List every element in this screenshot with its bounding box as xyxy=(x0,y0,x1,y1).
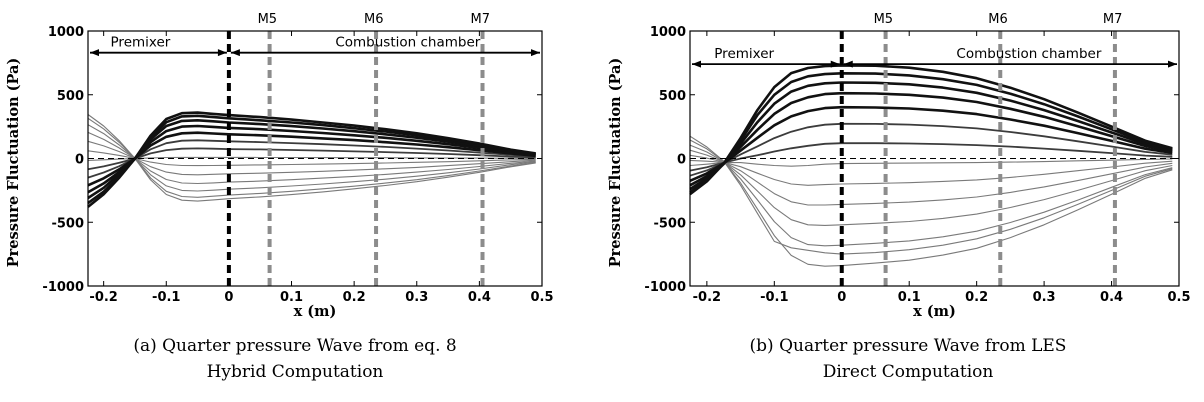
marker-label-a-m7: M7 xyxy=(471,12,491,27)
region-label-b-0: Premixer xyxy=(714,46,774,62)
curve-b-2 xyxy=(689,81,1173,191)
xtick-label-b-6: 0.4 xyxy=(1100,290,1123,305)
curve-b-3 xyxy=(689,91,1173,187)
arrowhead-left-icon xyxy=(843,60,853,68)
xtick-label-a-6: 0.4 xyxy=(468,290,491,305)
marker-label-b-m6: M6 xyxy=(988,12,1008,27)
region-arrow-a-0 xyxy=(90,49,227,57)
caption-b-line2: Direct Computation xyxy=(822,362,994,382)
region-arrow-a-1 xyxy=(230,49,540,57)
x-axis-label-b: x (m) xyxy=(913,303,956,320)
figure-a: M5 M6 M7 Premixer Combustion chamber 1000 500 0… xyxy=(0,0,590,402)
xtick-label-b-0: -0.2 xyxy=(693,290,721,305)
xtick-label-a-2: 0 xyxy=(224,290,233,305)
curve-a-13 xyxy=(87,114,536,202)
xtick-label-b-2: 0 xyxy=(837,290,846,305)
caption-b-line1: (b) Quarter pressure Wave from LES xyxy=(749,336,1067,356)
ytick-label-b-4: -1000 xyxy=(644,280,686,295)
caption-a-line1: (a) Quarter pressure Wave from eq. 8 xyxy=(133,336,457,356)
ytick-label-a-0: 1000 xyxy=(48,25,84,40)
curve-b-6 xyxy=(689,142,1173,172)
curve-b-12 xyxy=(689,139,1173,267)
arrowhead-left-icon xyxy=(230,49,240,57)
x-axis-label-a: x (m) xyxy=(294,303,337,320)
arrowhead-right-icon xyxy=(830,60,840,68)
xtick-label-a-3: 0.1 xyxy=(280,290,303,305)
arrowhead-left-icon xyxy=(692,60,701,68)
arrowhead-right-icon xyxy=(1168,60,1177,68)
ytick-label-b-2: 0 xyxy=(677,153,686,168)
curve-a-9 xyxy=(87,140,536,176)
xtick-label-a-1: -0.1 xyxy=(152,290,180,305)
y-axis-label-a: Pressure Fluctuation (Pa) xyxy=(5,58,22,267)
region-label-b-1: Combustion chamber xyxy=(956,46,1101,62)
xtick-label-b-7: 0.5 xyxy=(1167,290,1190,305)
y-axis-label-b: Pressure Fluctuation (Pa) xyxy=(607,58,624,267)
ytick-label-a-3: -500 xyxy=(51,216,84,231)
caption-a-line2: Hybrid Computation xyxy=(206,362,384,382)
xtick-label-b-3: 0.1 xyxy=(898,290,921,305)
arrowhead-right-icon xyxy=(531,49,540,57)
region-label-a-1: Combustion chamber xyxy=(335,35,480,51)
curve-a-8 xyxy=(87,150,536,167)
xtick-label-a-4: 0.2 xyxy=(343,290,366,305)
curve-b-13 xyxy=(689,135,1173,255)
caption-b: (b) Quarter pressure Wave from LES Direc… xyxy=(612,333,1204,385)
region-label-a-0: Premixer xyxy=(111,35,171,51)
xtick-label-b-1: -0.1 xyxy=(760,290,788,305)
chart-a: M5 M6 M7 Premixer Combustion chamber 1000 500 0… xyxy=(5,12,554,320)
curve-a-4 xyxy=(87,131,536,187)
chart-b: M5 M6 M7 Premixer Combustion chamber 1000 500 0… xyxy=(607,12,1191,320)
ytick-label-a-2: 0 xyxy=(75,153,84,168)
curve-b-5 xyxy=(689,122,1173,177)
marker-label-a-m5: M5 xyxy=(258,12,278,27)
figure-b: M5 M6 M7 Premixer Combustion chamber 1000 500 0… xyxy=(607,0,1204,402)
xtick-label-a-0: -0.2 xyxy=(89,290,117,305)
curve-b-8 xyxy=(689,159,1173,186)
ytick-label-b-1: 500 xyxy=(659,89,686,104)
ytick-label-a-1: 500 xyxy=(57,89,84,104)
ytick-label-b-0: 1000 xyxy=(650,25,686,40)
caption-a: (a) Quarter pressure Wave from eq. 8 Hyb… xyxy=(0,333,590,385)
region-arrow-b-0 xyxy=(692,60,840,68)
arrowhead-right-icon xyxy=(217,49,227,57)
region-arrow-b-1 xyxy=(843,60,1177,68)
curve-b-11 xyxy=(689,144,1173,247)
xtick-label-a-7: 0.5 xyxy=(530,290,553,305)
xtick-label-a-5: 0.3 xyxy=(405,290,428,305)
marker-label-b-m5: M5 xyxy=(874,12,894,27)
curve-b-9 xyxy=(689,154,1173,206)
marker-label-b-m7: M7 xyxy=(1103,12,1123,27)
curve-b-0 xyxy=(689,64,1173,196)
arrowhead-left-icon xyxy=(90,49,99,57)
marker-label-a-m6: M6 xyxy=(364,12,384,27)
curve-b-4 xyxy=(689,105,1173,182)
xtick-label-b-5: 0.3 xyxy=(1033,290,1056,305)
ytick-label-a-4: -1000 xyxy=(42,280,84,295)
xtick-label-b-4: 0.2 xyxy=(965,290,988,305)
ytick-label-b-3: -500 xyxy=(653,216,686,231)
curve-b-1 xyxy=(689,72,1173,194)
curve-b-7 xyxy=(689,158,1173,167)
curve-b-10 xyxy=(689,149,1173,226)
